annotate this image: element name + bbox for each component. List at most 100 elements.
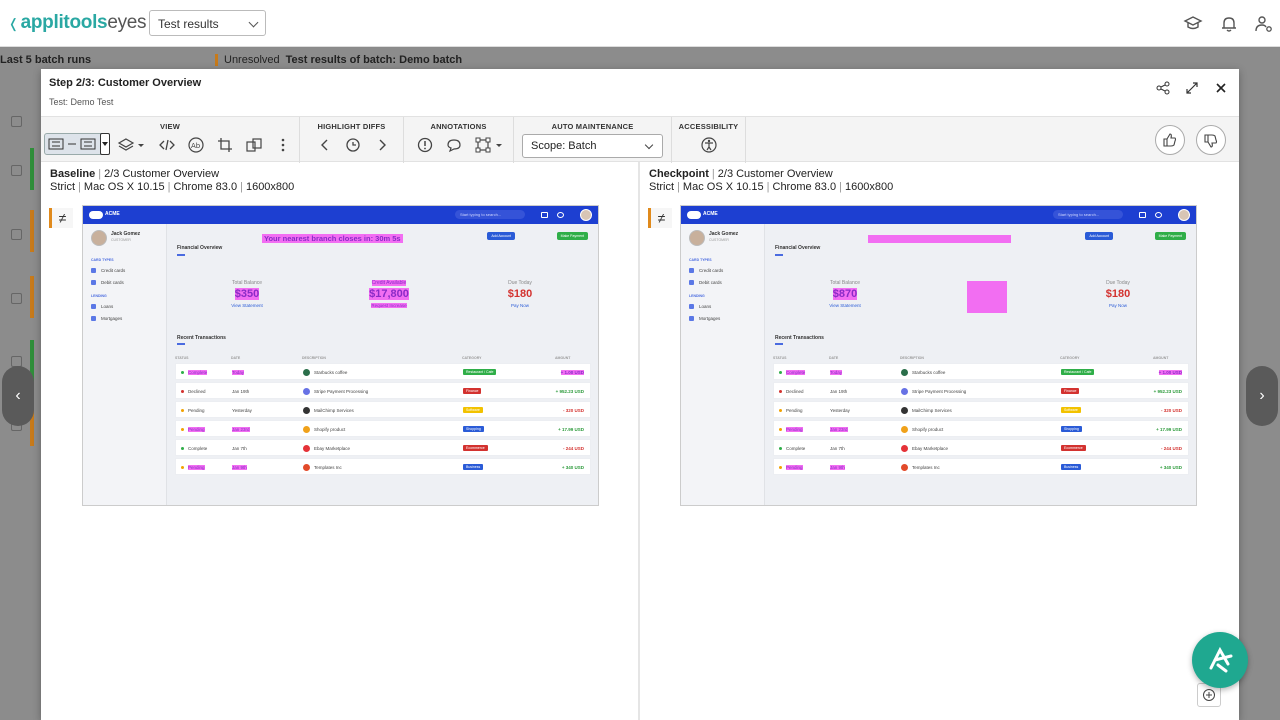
bg-checkbox[interactable] bbox=[11, 229, 22, 240]
accept-button[interactable] bbox=[1155, 125, 1185, 155]
notification-icon bbox=[541, 212, 548, 218]
assistant-button[interactable] bbox=[1192, 632, 1248, 688]
row-category: Ecommerce bbox=[463, 445, 488, 451]
bg-status-bar bbox=[30, 276, 34, 318]
diff-highlight bbox=[967, 281, 1007, 313]
table-row: Complete Jan 7th Ebay Marketplace Ecommerce… bbox=[773, 439, 1189, 456]
more-options-icon[interactable] bbox=[274, 136, 292, 154]
applitools-logo[interactable]: ❬ applitoolseyes bbox=[8, 12, 147, 33]
row-date: Jan 19th bbox=[830, 389, 848, 394]
status-dot bbox=[779, 409, 782, 412]
expand-icon[interactable] bbox=[1185, 81, 1199, 95]
row-status: Declined bbox=[188, 389, 206, 394]
bg-status-bar bbox=[30, 340, 34, 382]
compare-icon[interactable] bbox=[245, 136, 263, 154]
comment-icon[interactable] bbox=[445, 136, 463, 154]
accessibility-group: ACCESSIBILITY bbox=[672, 117, 746, 163]
row-date: Jan 7th bbox=[232, 446, 247, 451]
screenshot-main: Add Account Make Payment Financial Overv… bbox=[765, 224, 1196, 505]
modal-subtitle: Test: Demo Test bbox=[49, 97, 114, 107]
user-settings-icon[interactable] bbox=[1254, 14, 1274, 34]
previous-step-button[interactable]: ‹ bbox=[2, 366, 34, 426]
row-date: Jan 23rd bbox=[830, 427, 848, 432]
baseline-screenshot[interactable]: ACME Start typing to search... Jack Gome… bbox=[82, 205, 599, 506]
screenshot-main: Your nearest branch closes in: 30m 5s Ad… bbox=[167, 224, 598, 505]
reject-button[interactable] bbox=[1196, 125, 1226, 155]
bg-checkbox[interactable] bbox=[11, 165, 22, 176]
thumbs-down-icon bbox=[1204, 134, 1218, 148]
gear-icon bbox=[557, 212, 564, 218]
row-category: Finance bbox=[463, 388, 482, 394]
row-date: Today bbox=[232, 370, 245, 375]
row-description: Templates Inc bbox=[314, 465, 342, 470]
status-dot bbox=[779, 390, 782, 393]
merchant-icon bbox=[901, 464, 908, 471]
status-dot bbox=[779, 447, 782, 450]
avatar bbox=[689, 230, 705, 246]
row-amount: + 1.00 USD bbox=[560, 370, 584, 375]
row-description: MailChimp Services bbox=[314, 408, 354, 413]
row-category: Restaurant / Cafe bbox=[1061, 369, 1095, 375]
graduation-cap-icon[interactable] bbox=[1183, 14, 1203, 34]
bg-status-bar bbox=[30, 404, 34, 446]
screenshot-sidebar: Jack Gomez CUSTOMER CARD TYPES Credit ca… bbox=[681, 224, 765, 505]
merchant-icon bbox=[901, 407, 908, 414]
checkpoint-header: Checkpoint | 2/3 Customer Overview Strict |… bbox=[649, 168, 894, 193]
pane-divider[interactable] bbox=[638, 162, 640, 720]
bg-checkbox[interactable] bbox=[11, 116, 22, 127]
row-description: Starbucks coffee bbox=[912, 370, 946, 375]
previous-diff-icon[interactable] bbox=[316, 136, 334, 154]
row-status: Pending bbox=[188, 408, 205, 413]
diff-indicator-icon[interactable]: ≠ bbox=[49, 208, 73, 228]
diff-indicator-icon[interactable]: ≠ bbox=[648, 208, 672, 228]
table-row: Complete Today Starbucks coffee Restaurant … bbox=[773, 363, 1189, 380]
branch-banner: Your nearest branch closes in: 30m 5s bbox=[262, 234, 403, 243]
bell-icon[interactable] bbox=[1219, 14, 1239, 34]
row-description: MailChimp Services bbox=[912, 408, 952, 413]
row-date: Jan 19th bbox=[232, 389, 250, 394]
next-diff-icon[interactable] bbox=[373, 136, 391, 154]
code-icon[interactable] bbox=[158, 136, 176, 154]
row-description: Shopify product bbox=[314, 427, 346, 432]
screenshot-navbar: ACME Start typing to search... bbox=[681, 206, 1196, 224]
avatar bbox=[1178, 209, 1190, 221]
chevron-down-icon bbox=[644, 140, 654, 150]
accessibility-icon[interactable] bbox=[700, 136, 718, 154]
auto-maintenance-label: AUTO MAINTENANCE bbox=[551, 122, 634, 131]
issue-icon[interactable] bbox=[416, 136, 434, 154]
highlight-diffs-icon[interactable] bbox=[344, 136, 362, 154]
crop-icon[interactable] bbox=[216, 136, 234, 154]
next-step-button[interactable]: › bbox=[1246, 366, 1278, 426]
row-status: Complete bbox=[786, 370, 806, 375]
applitools-mark-icon: ❬ bbox=[8, 16, 19, 31]
row-date: Jan 9th bbox=[830, 465, 845, 470]
region-dropdown-icon[interactable] bbox=[495, 136, 503, 154]
share-icon[interactable] bbox=[1156, 81, 1170, 95]
avatar bbox=[91, 230, 107, 246]
side-by-side-view-button[interactable] bbox=[44, 133, 110, 155]
bg-checkbox[interactable] bbox=[11, 293, 22, 304]
merchant-icon bbox=[901, 445, 908, 452]
batch-runs-header: Last 5 batch runs bbox=[0, 54, 92, 66]
status-dot bbox=[779, 466, 782, 469]
row-amount: + 340 USD bbox=[1159, 465, 1182, 470]
close-icon[interactable] bbox=[1214, 81, 1228, 95]
auto-maintenance-group: AUTO MAINTENANCE Scope: Batch bbox=[514, 117, 672, 163]
layers-icon[interactable] bbox=[117, 136, 135, 154]
merchant-icon bbox=[303, 388, 310, 395]
layers-dropdown-icon[interactable] bbox=[137, 136, 145, 154]
scope-select[interactable]: Scope: Batch bbox=[522, 134, 663, 158]
text-match-icon[interactable]: Ab bbox=[187, 136, 205, 154]
status-dot bbox=[181, 390, 184, 393]
toggle-icon bbox=[89, 211, 103, 219]
row-category: Shopping bbox=[463, 426, 484, 432]
status-dot bbox=[181, 409, 184, 412]
region-select-icon[interactable] bbox=[474, 136, 492, 154]
checkpoint-screenshot[interactable]: ACME Start typing to search... Jack Gome… bbox=[680, 205, 1197, 506]
thumbs-up-icon bbox=[1163, 133, 1177, 147]
view-select[interactable]: Test results bbox=[149, 10, 266, 36]
view-mode-dropdown[interactable] bbox=[100, 133, 110, 155]
chevron-down-icon bbox=[248, 17, 259, 28]
diff-highlight bbox=[868, 235, 1011, 243]
side-by-side-icon bbox=[48, 138, 96, 150]
